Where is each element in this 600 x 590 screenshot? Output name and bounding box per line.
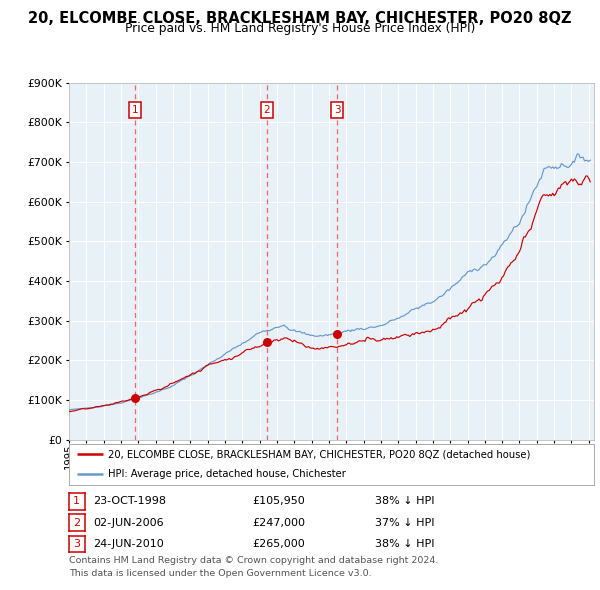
Text: 3: 3 xyxy=(73,539,80,549)
Text: Contains HM Land Registry data © Crown copyright and database right 2024.: Contains HM Land Registry data © Crown c… xyxy=(69,556,439,565)
Text: 23-OCT-1998: 23-OCT-1998 xyxy=(93,496,166,506)
Text: £247,000: £247,000 xyxy=(252,517,305,527)
Text: 20, ELCOMBE CLOSE, BRACKLESHAM BAY, CHICHESTER, PO20 8QZ: 20, ELCOMBE CLOSE, BRACKLESHAM BAY, CHIC… xyxy=(28,11,572,25)
Text: 2: 2 xyxy=(73,518,80,527)
Text: 38% ↓ HPI: 38% ↓ HPI xyxy=(375,539,434,549)
Text: £105,950: £105,950 xyxy=(252,496,305,506)
Text: 1: 1 xyxy=(132,106,139,116)
Text: This data is licensed under the Open Government Licence v3.0.: This data is licensed under the Open Gov… xyxy=(69,569,371,578)
Text: Price paid vs. HM Land Registry's House Price Index (HPI): Price paid vs. HM Land Registry's House … xyxy=(125,22,475,35)
Text: 38% ↓ HPI: 38% ↓ HPI xyxy=(375,496,434,506)
Text: 24-JUN-2010: 24-JUN-2010 xyxy=(93,539,164,549)
Text: 37% ↓ HPI: 37% ↓ HPI xyxy=(375,517,434,527)
Text: 1: 1 xyxy=(73,497,80,506)
Text: HPI: Average price, detached house, Chichester: HPI: Average price, detached house, Chic… xyxy=(109,469,346,479)
Text: 3: 3 xyxy=(334,106,341,116)
Text: 02-JUN-2006: 02-JUN-2006 xyxy=(93,517,164,527)
Text: £265,000: £265,000 xyxy=(252,539,305,549)
Text: 2: 2 xyxy=(263,106,270,116)
Text: 20, ELCOMBE CLOSE, BRACKLESHAM BAY, CHICHESTER, PO20 8QZ (detached house): 20, ELCOMBE CLOSE, BRACKLESHAM BAY, CHIC… xyxy=(109,450,531,460)
